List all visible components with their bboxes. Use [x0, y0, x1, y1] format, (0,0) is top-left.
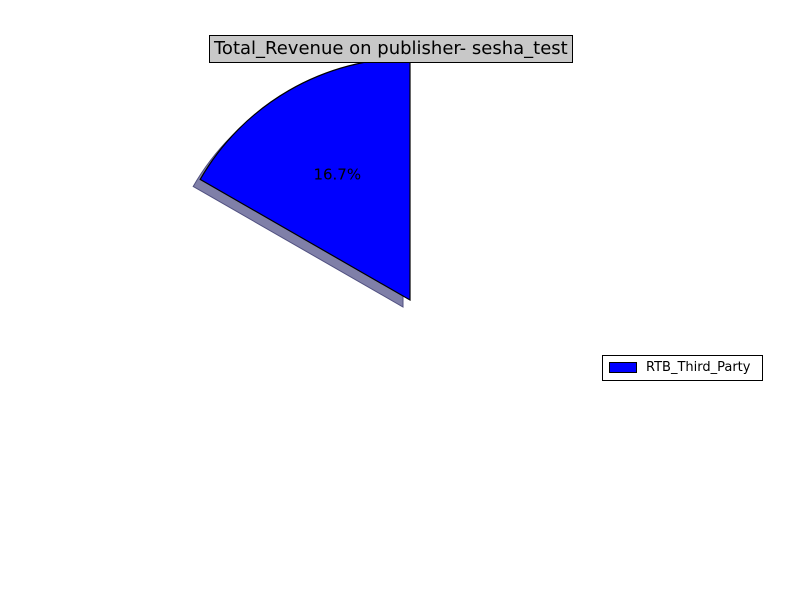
legend-swatch-rtb-third-party: [609, 362, 637, 373]
legend: RTB_Third_Party: [602, 355, 763, 381]
pie-slice-rtb-third-party[interactable]: [199, 57, 411, 302]
pie-slice-percent-label: 16.7%: [313, 165, 361, 183]
chart-title-text: Total_Revenue on publisher- sesha_test: [214, 38, 568, 59]
legend-label-rtb-third-party: RTB_Third_Party: [646, 360, 751, 375]
chart-title: Total_Revenue on publisher- sesha_test: [209, 35, 573, 63]
